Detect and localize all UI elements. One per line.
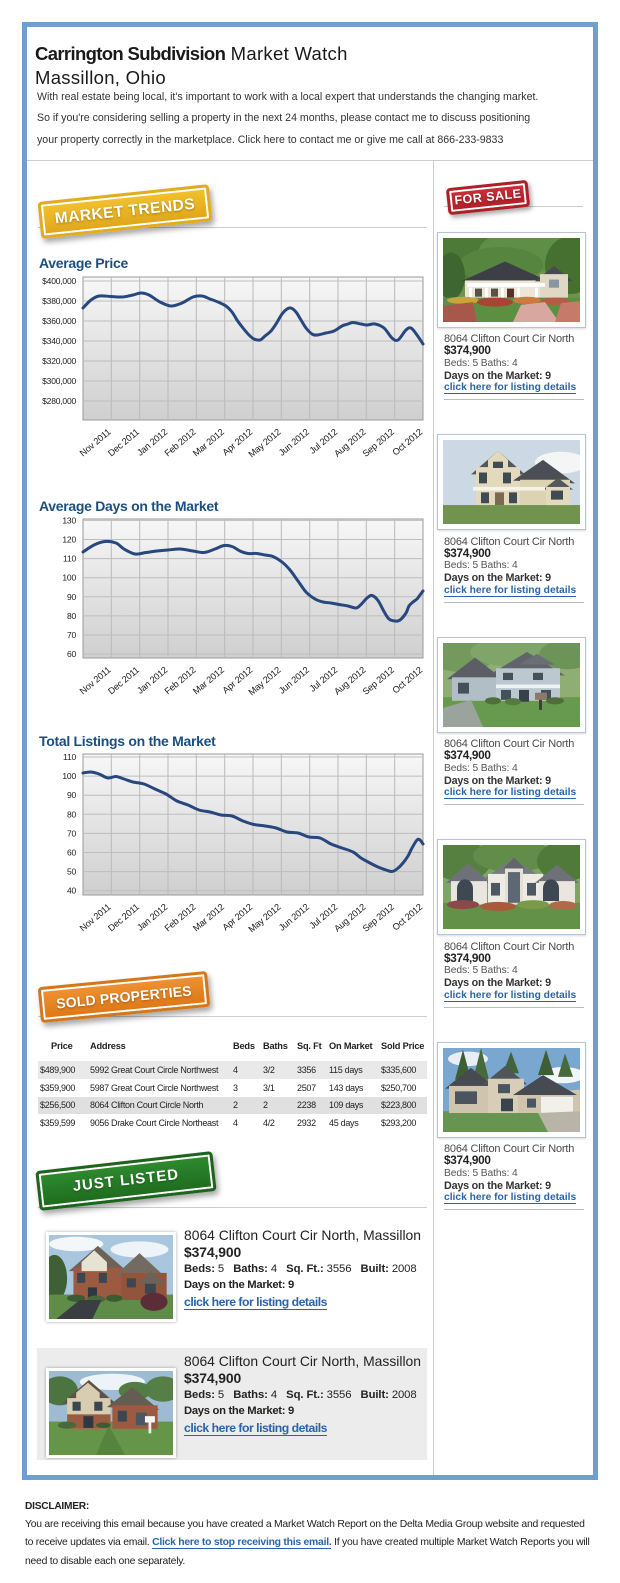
svg-text:70: 70 [67, 630, 77, 640]
svg-text:Dec 2011: Dec 2011 [106, 902, 141, 934]
svg-text:Mar 2012: Mar 2012 [191, 427, 226, 459]
svg-text:100: 100 [62, 771, 76, 781]
svg-text:Jun 2012: Jun 2012 [277, 665, 311, 696]
svg-text:130: 130 [62, 515, 76, 525]
svg-text:50: 50 [67, 867, 77, 877]
svg-text:$280,000: $280,000 [42, 396, 76, 406]
svg-text:Jun 2012: Jun 2012 [277, 427, 311, 458]
svg-text:Oct 2012: Oct 2012 [391, 427, 425, 458]
svg-text:80: 80 [67, 611, 77, 621]
svg-text:Dec 2011: Dec 2011 [106, 665, 141, 697]
svg-text:Sep 2012: Sep 2012 [361, 427, 396, 459]
svg-text:Dec 2011: Dec 2011 [106, 427, 141, 459]
svg-text:110: 110 [63, 554, 76, 564]
svg-text:60: 60 [67, 649, 77, 659]
svg-text:Mar 2012: Mar 2012 [191, 665, 226, 697]
svg-text:Oct 2012: Oct 2012 [391, 902, 425, 933]
svg-text:Sep 2012: Sep 2012 [361, 665, 396, 697]
svg-text:90: 90 [67, 592, 77, 602]
svg-text:120: 120 [62, 535, 76, 545]
svg-text:100: 100 [62, 573, 76, 583]
svg-text:$320,000: $320,000 [42, 356, 76, 366]
svg-text:110: 110 [63, 752, 76, 762]
svg-text:$340,000: $340,000 [42, 336, 76, 346]
svg-text:$300,000: $300,000 [42, 376, 76, 386]
svg-text:40: 40 [67, 886, 77, 896]
svg-text:90: 90 [67, 790, 77, 800]
svg-text:Mar 2012: Mar 2012 [191, 902, 226, 934]
svg-text:$360,000: $360,000 [42, 316, 76, 326]
svg-text:Sep 2012: Sep 2012 [361, 902, 396, 934]
svg-text:60: 60 [67, 848, 77, 858]
svg-text:$380,000: $380,000 [42, 296, 76, 306]
svg-text:80: 80 [67, 809, 77, 819]
svg-text:$400,000: $400,000 [42, 276, 76, 286]
svg-text:70: 70 [67, 828, 77, 838]
svg-text:Jun 2012: Jun 2012 [277, 902, 311, 933]
svg-text:Oct 2012: Oct 2012 [391, 665, 425, 696]
